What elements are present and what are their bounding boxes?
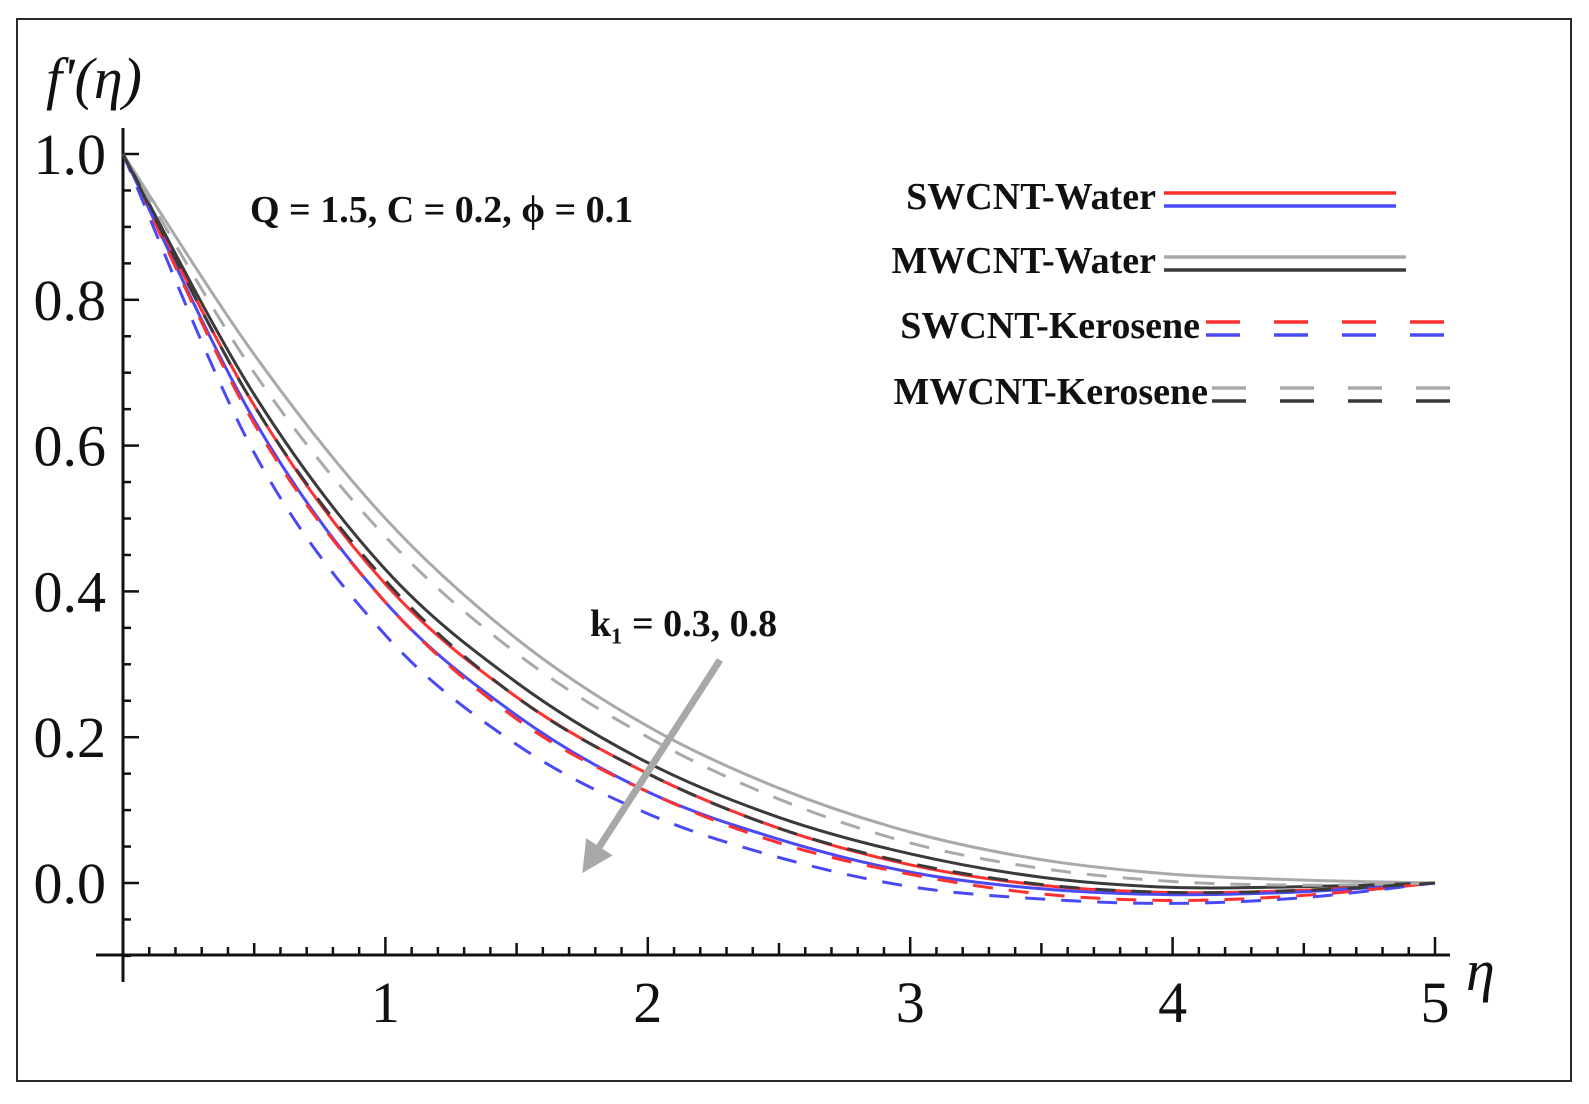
x-tick-label: 4 [1158, 970, 1187, 1035]
y-tick-label: 0.0 [34, 851, 107, 916]
y-tick-label: 0.8 [34, 268, 107, 333]
x-tick-label: 1 [371, 970, 400, 1035]
x-axis-label: η [1466, 938, 1495, 1003]
k1-annotation: k₁ = 0.3, 0.8 [590, 603, 777, 645]
figure-frame: 0.0 0.2 0.4 0.6 0.8 1.0 1 2 3 4 5 f'(η) η Q = 1.5,… [16, 18, 1572, 1082]
legend-label: SWCNT-Water [906, 176, 1156, 218]
legend-label: MWCNT-Kerosene [893, 371, 1208, 413]
y-tick-label: 1.0 [34, 122, 107, 187]
legend-label: SWCNT-Kerosene [900, 305, 1200, 347]
y-tick-label: 0.2 [34, 705, 107, 770]
line-chart: 0.0 0.2 0.4 0.6 0.8 1.0 1 2 3 4 5 f'(η) η Q = 1.5,… [34, 46, 1495, 1035]
y-tick-label: 0.4 [34, 559, 107, 624]
y-tick-label: 0.6 [34, 414, 107, 479]
series-line-swcnt-kerosene-k1-0-8 [121, 153, 1436, 905]
k1-arrow [582, 658, 723, 874]
axis-ticks [123, 152, 1437, 958]
parameter-annotation: Q = 1.5, C = 0.2, ϕ = 0.1 [250, 189, 633, 231]
series-line-mwcnt-kerosene-k1-0-8 [121, 153, 1436, 895]
x-tick-label: 2 [633, 970, 662, 1035]
x-tick-label: 5 [1421, 970, 1450, 1035]
series-line-swcnt-water-k1-0-8 [121, 153, 1436, 897]
series-line-swcnt-kerosene-k1-0-3 [121, 153, 1436, 903]
y-axis-label: f'(η) [46, 46, 142, 111]
x-tick-label: 3 [896, 970, 925, 1035]
axis-tick-labels: 0.0 0.2 0.4 0.6 0.8 1.0 1 2 3 4 5 [34, 122, 1450, 1035]
legend-label: MWCNT-Water [891, 240, 1156, 282]
series-lines [121, 153, 1436, 905]
series-line-swcnt-water-k1-0-3 [121, 153, 1436, 895]
series-line-mwcnt-water-k1-0-3 [121, 153, 1436, 885]
legend: SWCNT-Water MWCNT-Water SWCNT-Kerosene MWCN… [891, 176, 1454, 413]
series-line-mwcnt-water-k1-0-8 [121, 153, 1436, 890]
